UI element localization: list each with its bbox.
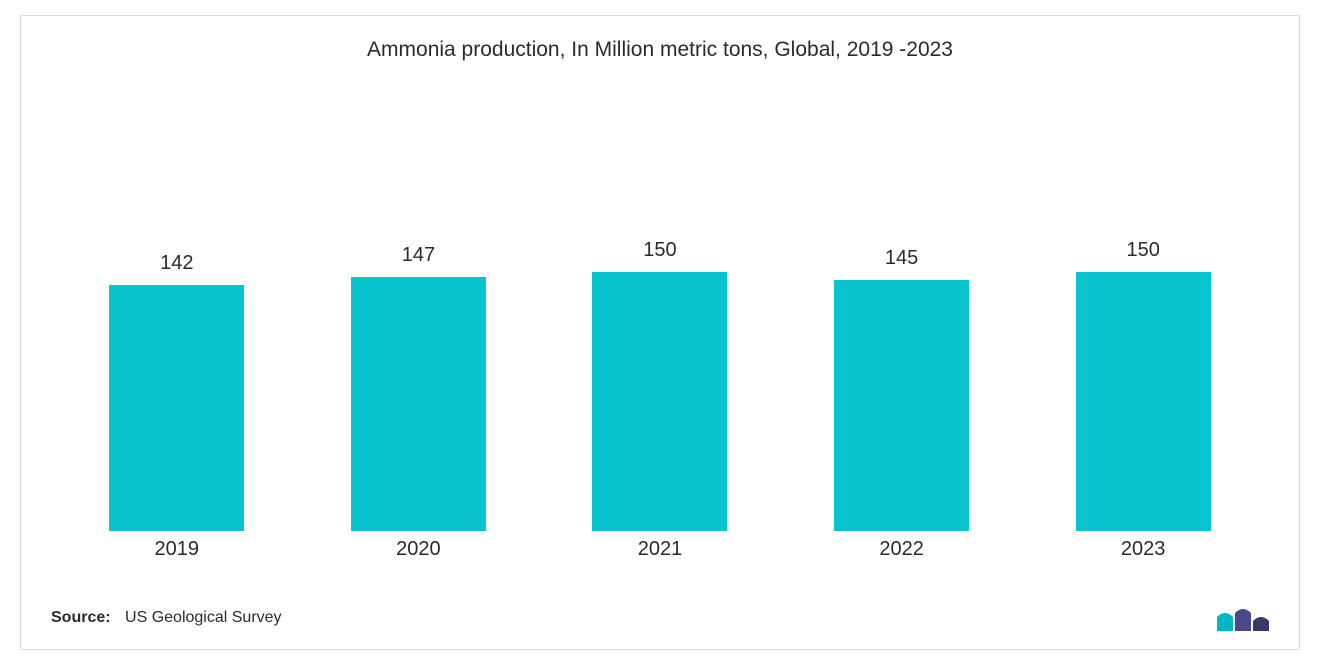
chart-title: Ammonia production, In Million metric to… [21,16,1299,62]
bar-value-label: 145 [885,247,918,270]
source-text: US Geological Survey [125,609,282,626]
brand-logo-icon [1215,603,1273,633]
bar-value-label: 150 [1126,239,1159,262]
bar-slot: 150 [539,111,781,531]
bar-rect [351,277,486,531]
bar-slot: 147 [298,111,540,531]
bar-rect [109,285,244,531]
bar-slot: 142 [56,111,298,531]
bar-rect [834,280,969,531]
plot-area: 142 147 150 145 150 [56,111,1264,531]
bar-value-label: 150 [643,239,676,262]
category-label: 2021 [539,538,781,561]
bar-rect [1076,272,1211,532]
bar-rect [592,272,727,532]
bar-slot: 145 [781,111,1023,531]
category-label: 2019 [56,538,298,561]
category-label: 2020 [298,538,540,561]
category-label: 2022 [781,538,1023,561]
category-label: 2023 [1022,538,1264,561]
category-axis: 2019 2020 2021 2022 2023 [56,538,1264,561]
source-line: Source: US Geological Survey [51,609,282,627]
bar-slot: 150 [1022,111,1264,531]
chart-frame: Ammonia production, In Million metric to… [20,15,1300,650]
bar-value-label: 142 [160,252,193,275]
bar-value-label: 147 [402,244,435,267]
source-label: Source: [51,609,111,626]
